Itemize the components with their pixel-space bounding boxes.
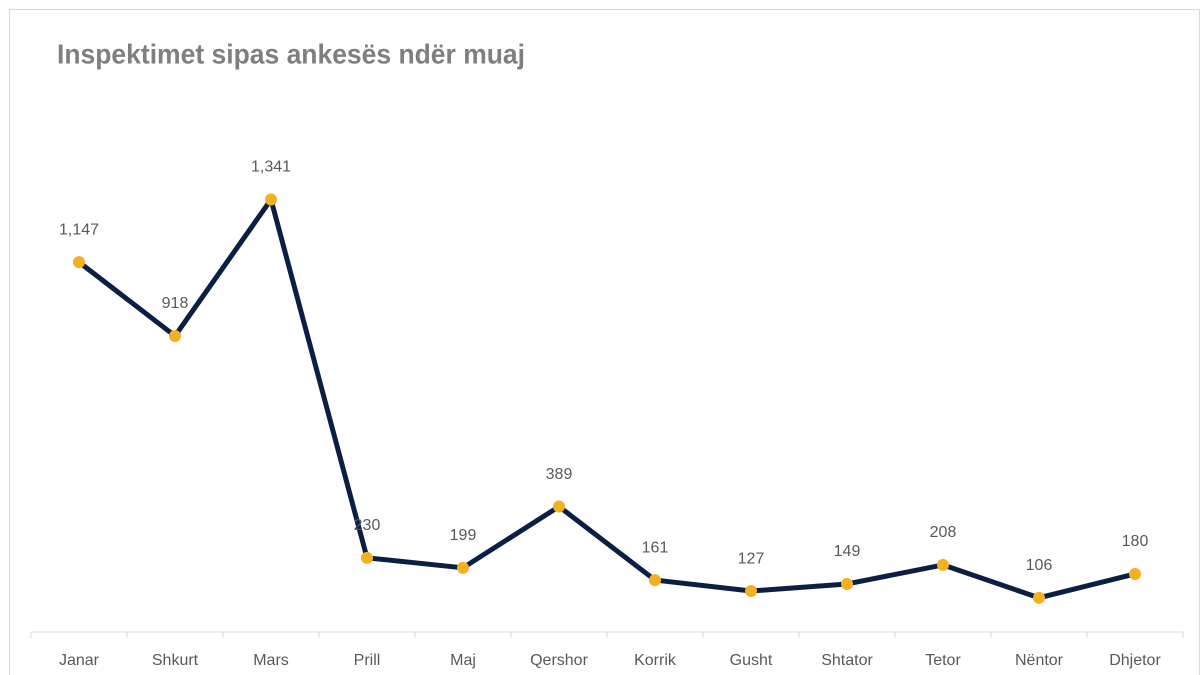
data-label: 1,341	[251, 159, 291, 176]
chart-title: Inspektimet sipas ankesës ndër muaj	[57, 38, 525, 69]
marker	[361, 551, 373, 564]
data-label: 1,147	[59, 221, 99, 238]
x-tick-label: Shkurt	[152, 652, 199, 669]
marker	[265, 193, 277, 206]
marker	[1033, 591, 1045, 604]
marker	[745, 585, 757, 598]
x-tick-label: Qershor	[530, 652, 588, 669]
x-tick-label: Korrik	[634, 652, 677, 669]
x-tick-label: Mars	[253, 652, 289, 669]
marker	[457, 561, 469, 574]
line	[77, 197, 1136, 601]
data-label: 208	[930, 524, 957, 541]
data-label: 199	[450, 527, 477, 544]
marker	[553, 500, 565, 513]
data-label: 106	[1026, 557, 1053, 574]
data-label: 918	[162, 295, 189, 312]
marker	[73, 256, 85, 269]
x-tick-label: Tetor	[925, 652, 961, 669]
x-tick-label: Nëntor	[1015, 652, 1064, 669]
marker	[1129, 567, 1141, 580]
x-tick-label: Gusht	[730, 652, 773, 669]
x-tick-label: Maj	[450, 652, 476, 669]
marker	[937, 558, 949, 571]
marker	[649, 574, 661, 587]
data-label: 230	[354, 517, 381, 534]
data-label: 161	[642, 539, 669, 556]
data-label: 389	[546, 466, 573, 483]
data-label: 149	[834, 543, 861, 560]
x-tick-label: Shtator	[821, 652, 873, 669]
marker	[169, 329, 181, 342]
x-tick-label: Dhjetor	[1109, 652, 1161, 669]
x-tick-label: Janar	[59, 652, 100, 669]
marker	[841, 577, 853, 590]
data-label: 180	[1122, 533, 1149, 550]
chart-border	[9, 9, 1200, 675]
x-tick-label: Prill	[354, 652, 381, 669]
data-label: 127	[738, 550, 765, 567]
